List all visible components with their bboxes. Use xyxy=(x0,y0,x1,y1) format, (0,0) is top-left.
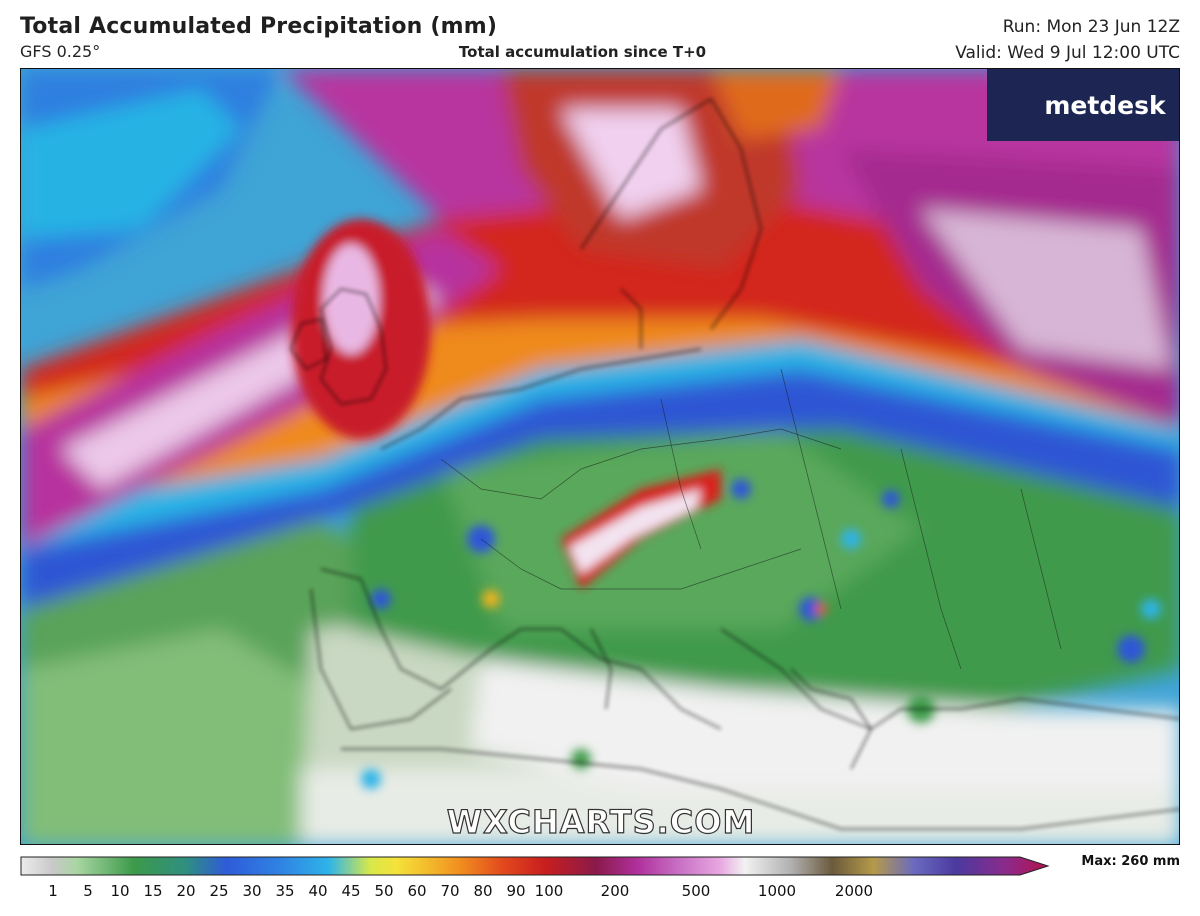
chart-subtitle: Total accumulation since T+0 xyxy=(458,43,707,61)
precipitation-field xyxy=(21,69,1179,844)
legend-tick-label: 80 xyxy=(473,882,493,900)
precipitation-map: metdesk WXCHARTS.COM xyxy=(20,68,1180,845)
legend-tick-label: 50 xyxy=(374,882,394,900)
legend-tick-label: 200 xyxy=(600,882,630,900)
run-label: Run: Mon 23 Jun 12Z xyxy=(1002,17,1180,37)
legend-tick-label: 100 xyxy=(534,882,564,900)
legend-tick-label: 2000 xyxy=(834,882,874,900)
legend-tick-label: 25 xyxy=(209,882,229,900)
legend-tick-label: 500 xyxy=(681,882,711,900)
metdesk-logo: metdesk xyxy=(987,69,1179,141)
wxcharts-watermark: WXCHARTS.COM xyxy=(446,802,756,841)
legend-tick-label: 1000 xyxy=(757,882,797,900)
legend-tick-label: 30 xyxy=(242,882,262,900)
metdesk-starburst-icon xyxy=(1002,88,1036,122)
legend-tick-label: 1 xyxy=(48,882,58,900)
legend-tick-label: 45 xyxy=(341,882,361,900)
legend-tick-label: 15 xyxy=(143,882,163,900)
model-label: GFS 0.25° xyxy=(20,42,101,61)
legend-tick-label: 35 xyxy=(275,882,295,900)
legend-max-label: Max: 260 mm xyxy=(1081,854,1180,869)
precipitation-legend: Max: 260 mm 1 5 10 15 20 25 30 35 40 45 50 60 70 80 90… xyxy=(20,854,1180,912)
chart-title: Total Accumulated Precipitation (mm) xyxy=(20,14,498,39)
legend-tick-label: 60 xyxy=(407,882,427,900)
legend-tick-label: 40 xyxy=(308,882,328,900)
metdesk-wordmark: metdesk xyxy=(1044,90,1166,120)
legend-tick-label: 90 xyxy=(506,882,526,900)
valid-label: Valid: Wed 9 Jul 12:00 UTC xyxy=(955,43,1180,63)
legend-tick-label: 10 xyxy=(110,882,130,900)
legend-tick-label: 5 xyxy=(83,882,93,900)
legend-colorbar xyxy=(20,856,1050,876)
legend-tick-label: 70 xyxy=(440,882,460,900)
legend-tick-label: 20 xyxy=(176,882,196,900)
